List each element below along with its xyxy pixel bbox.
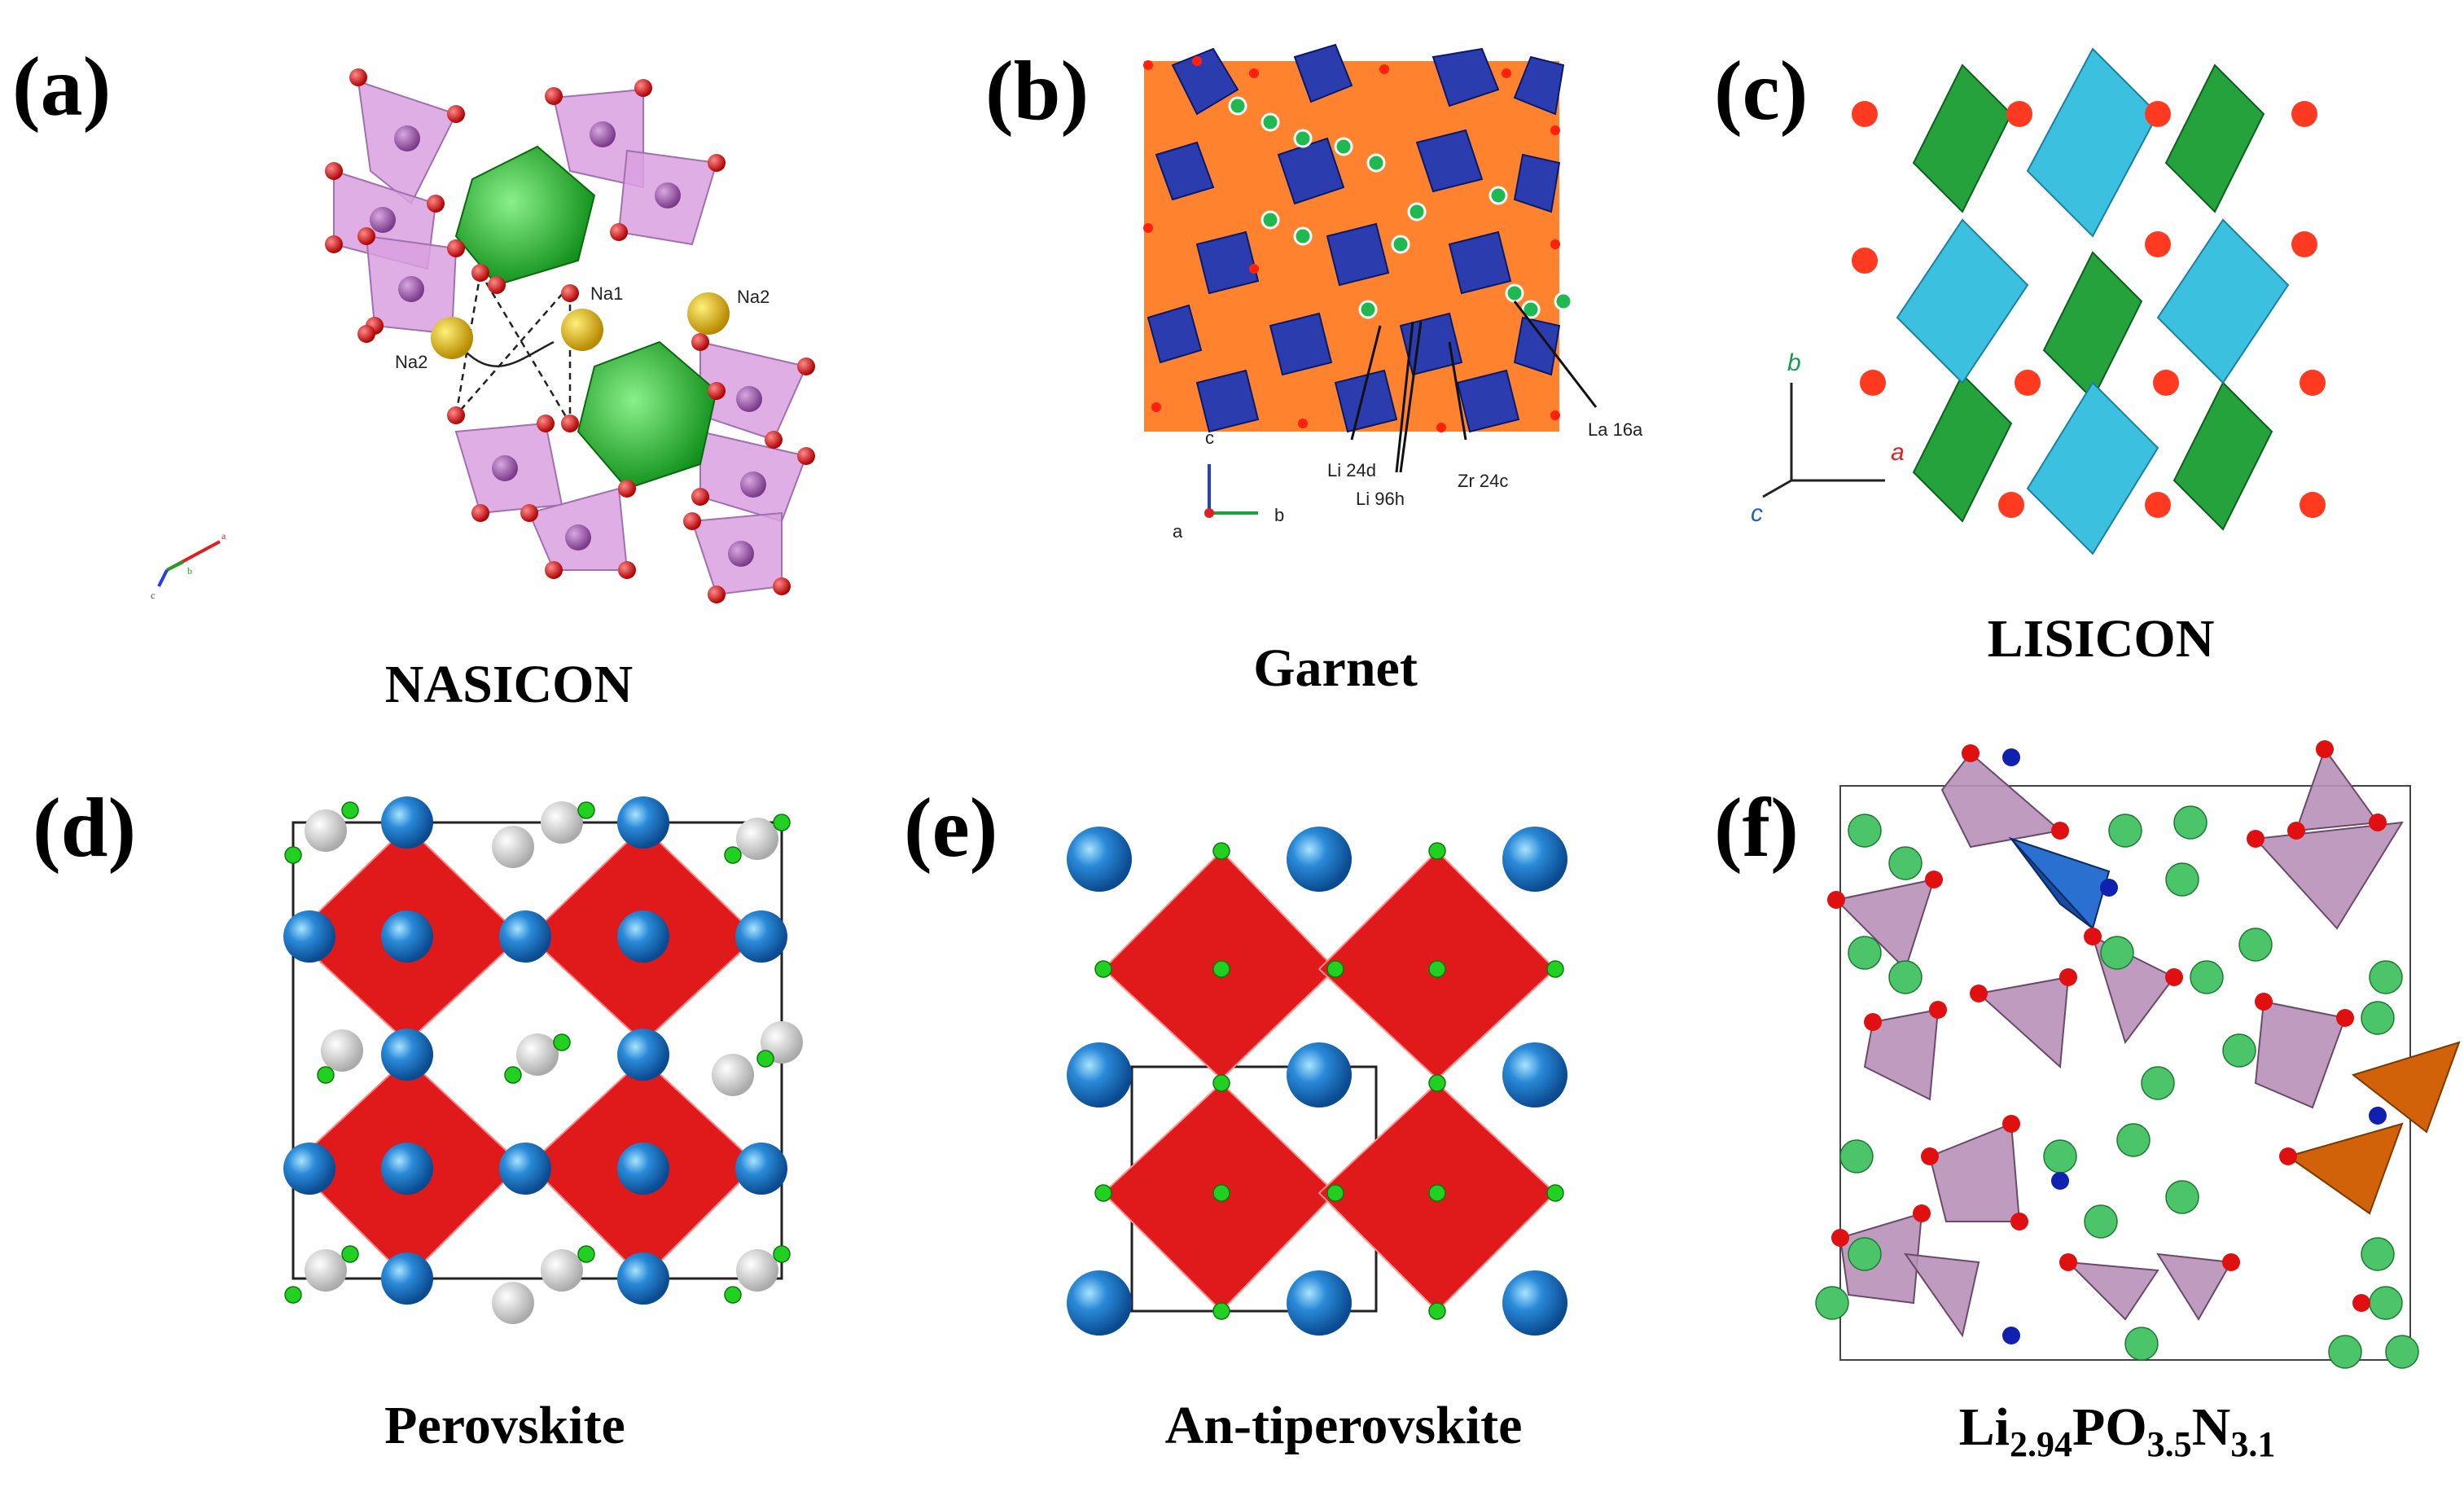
panel-f: (f)	[1669, 733, 2464, 1487]
svg-text:c: c	[1751, 500, 1763, 527]
panel-label-b: (b)	[985, 44, 1090, 138]
antiperovskite-green-atoms	[1094, 842, 1564, 1320]
annotation-na2-right: Na2	[737, 287, 769, 307]
svg-text:a: a	[1891, 439, 1905, 466]
lisicon-oxygen-clusters	[1852, 101, 2326, 518]
nasicon-bond-lines	[454, 272, 572, 424]
lisicon-green-octahedra	[1912, 64, 2273, 531]
panel-label-d: (d)	[33, 781, 137, 875]
lipon-blue-face	[2008, 836, 2111, 931]
svg-text:b: b	[1274, 505, 1284, 525]
svg-text:b: b	[1787, 349, 1801, 376]
annotation-na2-left: Na2	[395, 352, 427, 372]
na2-atom-left	[431, 317, 473, 359]
garnet-arrows	[1350, 300, 1598, 473]
panel-c: (c) b a c LISICON	[1669, 0, 2464, 733]
perovskite-blue-atoms	[283, 796, 787, 1305]
lipon-nitrogen-atoms	[2002, 748, 2387, 1344]
lisicon-axis-triad: b a c	[1751, 349, 1905, 527]
caption-nasicon: NASICON	[384, 655, 634, 714]
lipon-oxygen-atoms	[1827, 740, 2387, 1312]
caption-antiperovskite: An-tiperovskite	[1164, 1396, 1523, 1455]
garnet-structure: Li 24d Li 96h Zr 24c La 16a c a b	[1143, 43, 1643, 542]
perovskite-white-atoms	[305, 801, 803, 1324]
lisicon-structure: b a c	[1751, 47, 2326, 555]
svg-text:a: a	[221, 530, 226, 542]
caption-perovskite: Perovskite	[384, 1396, 625, 1455]
na1-atom	[561, 309, 603, 351]
lipon-tetrahedra	[1834, 747, 2404, 1338]
panel-a: (a)	[0, 0, 815, 733]
annotation-li-24d: Li 24d	[1327, 460, 1376, 480]
nasicon-phosphorus	[370, 121, 766, 567]
svg-text:c: c	[151, 590, 155, 601]
panel-b: (b)	[814, 0, 1669, 733]
nasicon-axis-triad: a b c	[151, 530, 226, 601]
perovskite-structure	[283, 796, 803, 1324]
annotation-zr-24c: Zr 24c	[1458, 471, 1508, 491]
lipon-orange-tetrahedra	[2286, 1041, 2461, 1215]
garnet-red-atoms	[1143, 56, 1560, 432]
lipon-green-atoms	[1815, 805, 2419, 1369]
caption-lipon: Li2.94PO3.5N3.1	[1958, 1397, 2276, 1464]
nasicon-oxygen-atoms	[325, 68, 815, 603]
nasicon-octahedra	[454, 145, 718, 490]
caption-lisicon: LISICON	[1987, 609, 2215, 669]
caption-garnet: Garnet	[1253, 638, 1418, 698]
svg-text:c: c	[1205, 428, 1214, 448]
panel-label-c: (c)	[1714, 44, 1809, 138]
panel-label-e: (e)	[904, 781, 998, 875]
garnet-lithium-atoms	[1228, 96, 1573, 319]
svg-text:a: a	[1173, 521, 1183, 542]
antiperovskite-structure	[1067, 827, 1567, 1336]
annotation-la-16a: La 16a	[1588, 419, 1643, 440]
garnet-blue-octahedra	[1147, 43, 1565, 433]
panel-d: (d) Perovskite	[0, 733, 855, 1487]
svg-text:b: b	[187, 565, 192, 577]
garnet-axis-triad: c a b	[1173, 428, 1284, 542]
panel-label-a: (a)	[12, 40, 112, 134]
nasicon-sodium-atoms	[431, 292, 730, 359]
annotation-li-96h: Li 96h	[1356, 489, 1405, 509]
perovskite-green-atoms	[284, 801, 791, 1304]
nasicon-structure: Na1 Na2 Na2 a b c	[151, 68, 815, 603]
annotation-na1: Na1	[590, 283, 623, 304]
na2-atom-right	[687, 292, 730, 335]
panel-label-f: (f)	[1714, 781, 1799, 875]
lipon-structure	[1815, 740, 2461, 1369]
panel-e: (e) An-tiperovskite	[855, 733, 1669, 1487]
antiperovskite-blue-atoms	[1067, 827, 1567, 1336]
lisicon-cyan-octahedra	[1896, 47, 2290, 555]
